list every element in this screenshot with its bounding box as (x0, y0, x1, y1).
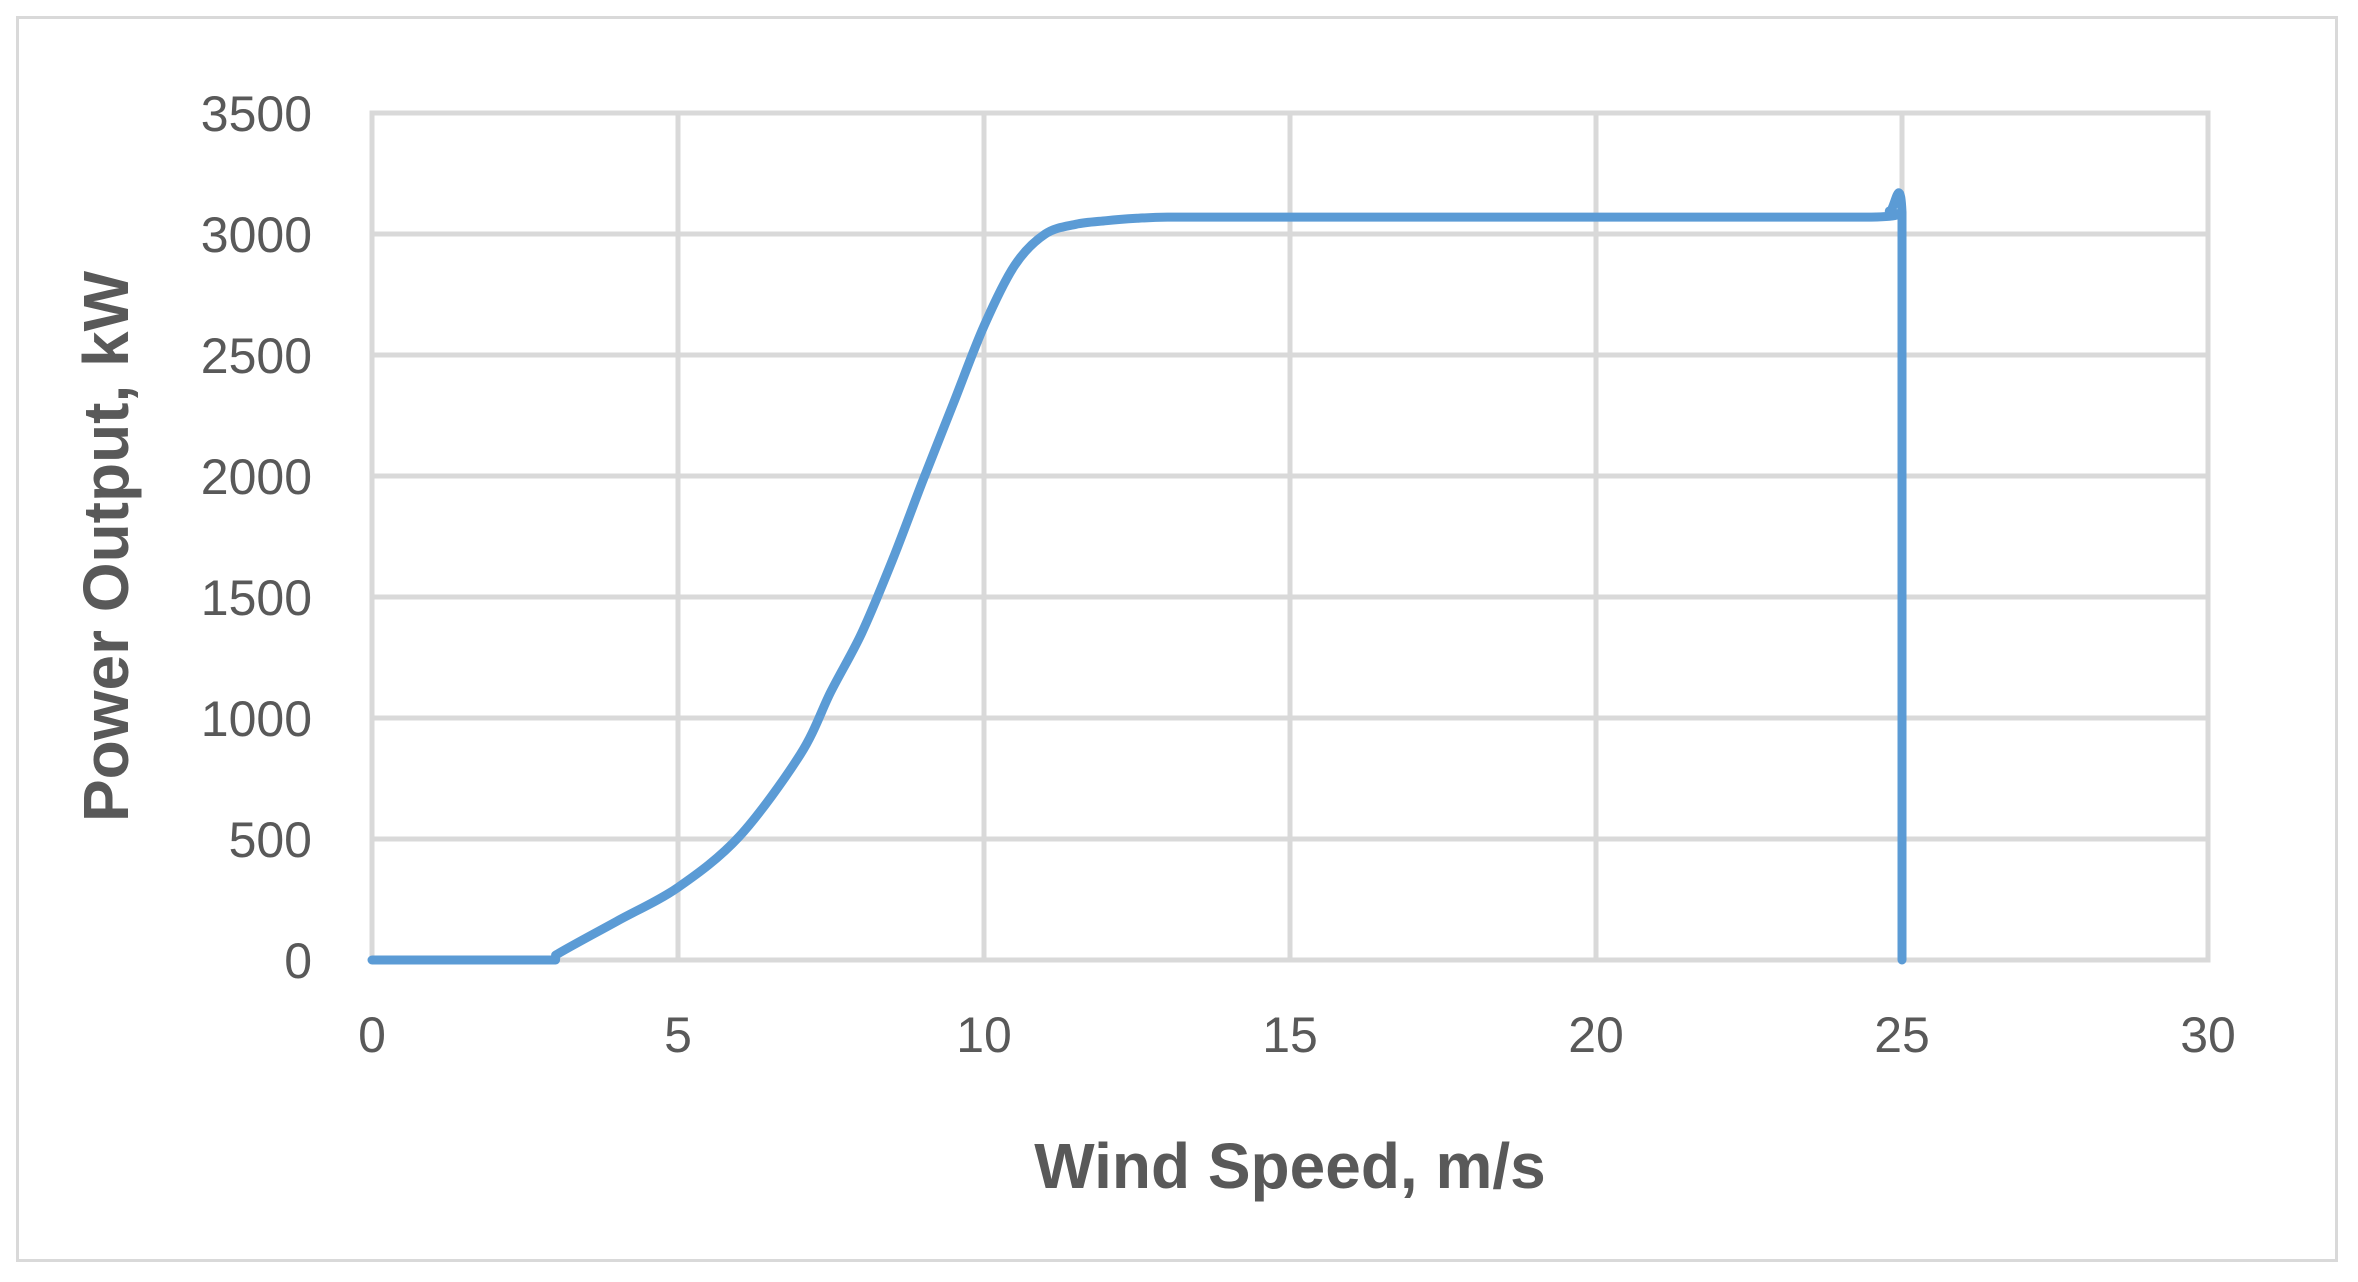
y-tick-label: 2000 (201, 449, 312, 505)
x-tick-label: 5 (664, 1007, 692, 1063)
x-tick-label: 20 (1568, 1007, 1624, 1063)
plot-area-border (369, 110, 2211, 963)
x-tick-label: 30 (2180, 1007, 2236, 1063)
x-axis-title: Wind Speed, m/s (1034, 1130, 1546, 1202)
y-tick-label: 1000 (201, 691, 312, 747)
y-tick-label: 1500 (201, 570, 312, 626)
x-tick-label: 10 (956, 1007, 1012, 1063)
x-tick-label: 0 (358, 1007, 386, 1063)
y-tick-label: 3500 (201, 86, 312, 142)
y-tick-label: 2500 (201, 328, 312, 384)
x-tick-label: 25 (1874, 1007, 1930, 1063)
chart-frame (16, 16, 2338, 1262)
y-tick-label: 500 (229, 812, 312, 868)
y-tick-label: 3000 (201, 207, 312, 263)
x-tick-label: 15 (1262, 1007, 1318, 1063)
y-axis-title: Power Output, kW (70, 270, 142, 822)
y-axis-ticks: 0 500 1000 1500 2000 2500 3000 3500 (201, 86, 312, 989)
series-line-0 (367, 188, 1907, 965)
grid (369, 110, 2211, 963)
y-tick-label: 0 (284, 933, 312, 989)
series-layer (367, 188, 1907, 965)
x-axis-ticks: 0 5 10 15 20 25 30 (358, 1007, 2236, 1063)
